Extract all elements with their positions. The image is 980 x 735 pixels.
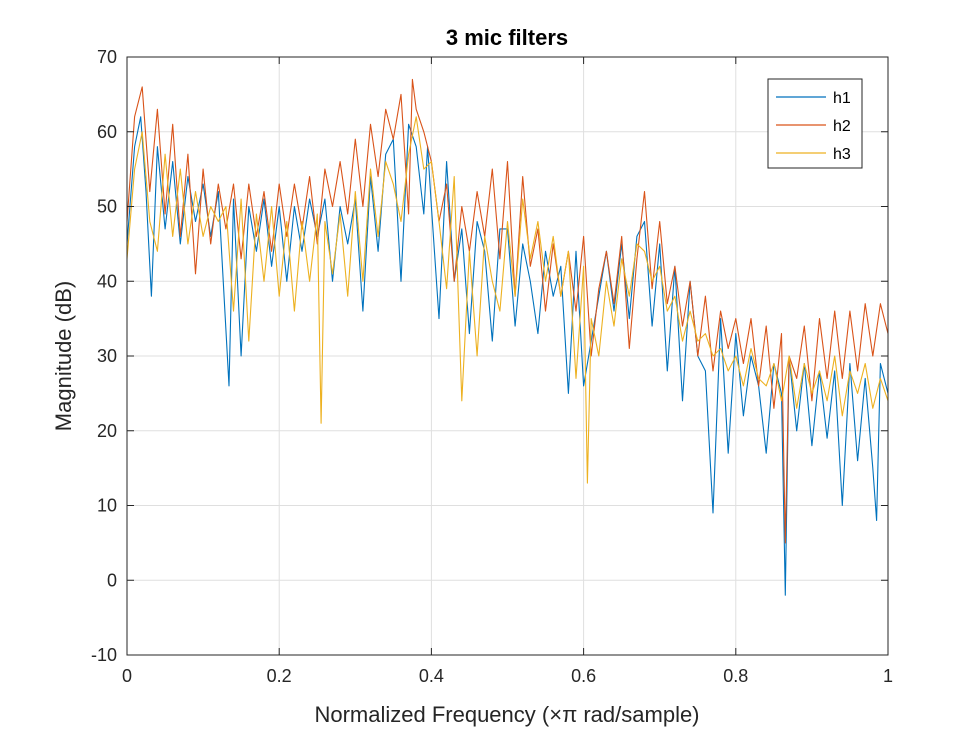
y-tick-label: 40 bbox=[97, 271, 117, 291]
y-axis-label: Magnitude (dB) bbox=[51, 281, 76, 431]
x-tick-label: 0.8 bbox=[723, 666, 748, 686]
chart-title: 3 mic filters bbox=[446, 25, 568, 50]
y-tick-label: 50 bbox=[97, 197, 117, 217]
legend-label-h3: h3 bbox=[833, 146, 851, 163]
x-tick-label: 0.6 bbox=[571, 666, 596, 686]
y-tick-label: 10 bbox=[97, 496, 117, 516]
y-tick-label: 0 bbox=[107, 570, 117, 590]
x-tick-label: 0.4 bbox=[419, 666, 444, 686]
x-tick-label: 1 bbox=[883, 666, 893, 686]
y-tick-label: 60 bbox=[97, 122, 117, 142]
y-tick-label: 30 bbox=[97, 346, 117, 366]
series-line-h1 bbox=[126, 116, 889, 596]
x-tick-label: 0 bbox=[122, 666, 132, 686]
y-tick-label: -10 bbox=[91, 645, 117, 665]
series-line-h3 bbox=[126, 116, 889, 484]
y-tick-label: 20 bbox=[97, 421, 117, 441]
x-axis: 0 0.2 0.4 0.6 0.8 1 bbox=[122, 57, 893, 686]
legend-label-h1: h1 bbox=[833, 90, 851, 107]
y-tick-label: 70 bbox=[97, 47, 117, 67]
legend: h1 h2 h3 bbox=[767, 78, 863, 169]
x-tick-label: 0.2 bbox=[267, 666, 292, 686]
legend-label-h2: h2 bbox=[833, 118, 851, 135]
x-axis-label: Normalized Frequency (×π rad/sample) bbox=[314, 702, 699, 727]
y-axis: -10 0 10 20 30 40 50 60 70 bbox=[91, 47, 888, 665]
series-line-h2 bbox=[126, 78, 889, 544]
series-layer bbox=[126, 78, 889, 596]
